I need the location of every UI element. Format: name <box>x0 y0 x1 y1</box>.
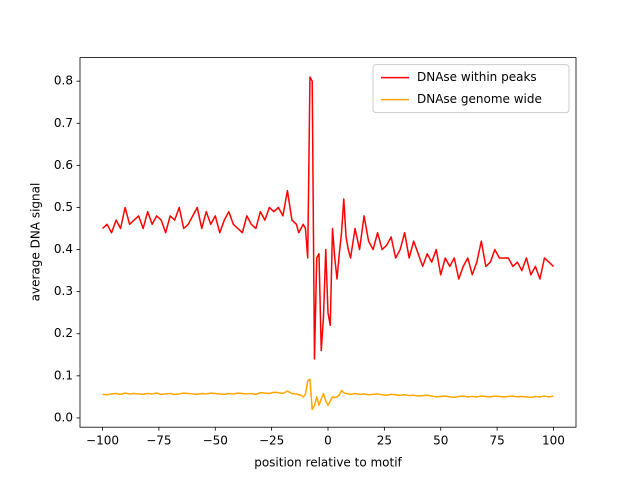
x-tick-label: −100 <box>86 434 119 448</box>
x-tick-label: −50 <box>203 434 228 448</box>
y-tick-label: 0.8 <box>54 74 73 88</box>
y-tick-label: 0.5 <box>54 200 73 214</box>
legend-label: DNAse within peaks <box>417 70 537 84</box>
x-tick-label: 25 <box>377 434 392 448</box>
plot-frame <box>79 57 577 428</box>
y-tick-label: 0.0 <box>54 410 73 424</box>
y-tick-label: 0.3 <box>54 284 73 298</box>
y-tick-label: 0.6 <box>54 158 73 172</box>
y-tick-label: 0.1 <box>54 368 73 382</box>
legend-label: DNAse genome wide <box>417 92 542 106</box>
x-tick-label: −25 <box>259 434 284 448</box>
data-line <box>102 76 554 360</box>
x-tick-label: 75 <box>489 434 504 448</box>
x-axis-label: position relative to motif <box>254 456 402 470</box>
x-tick-label: 100 <box>542 434 565 448</box>
y-axis-label: average DNA signal <box>29 183 43 302</box>
x-tick-label: −75 <box>146 434 171 448</box>
y-tick-label: 0.2 <box>54 326 73 340</box>
x-tick-label: 0 <box>324 434 332 448</box>
y-tick-label: 0.4 <box>54 242 73 256</box>
y-tick-label: 0.7 <box>54 116 73 130</box>
legend-box <box>372 64 570 114</box>
x-tick-label: 50 <box>433 434 448 448</box>
data-line <box>102 378 554 411</box>
